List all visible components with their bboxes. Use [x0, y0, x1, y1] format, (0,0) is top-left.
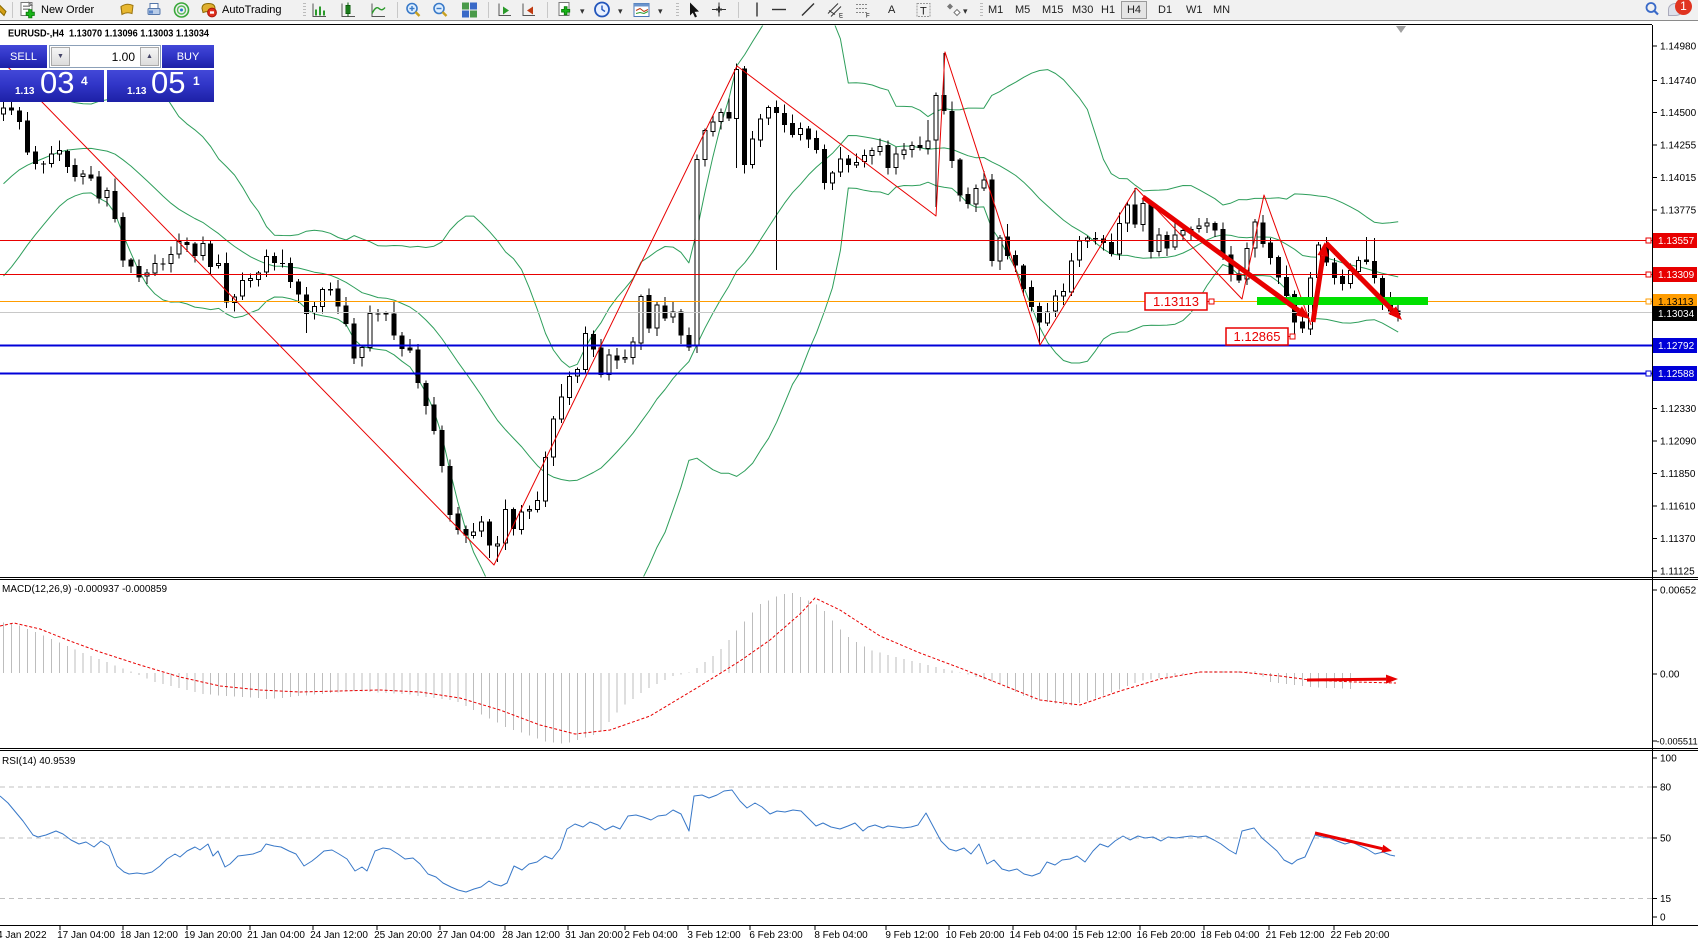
svg-text:1.13034: 1.13034	[1658, 309, 1695, 320]
svg-text:1.14500: 1.14500	[1660, 108, 1697, 119]
svg-text:1.12588: 1.12588	[1658, 369, 1695, 380]
svg-text:17 Jan 04:00: 17 Jan 04:00	[57, 930, 115, 941]
svg-text:1.14740: 1.14740	[1660, 76, 1697, 87]
svg-text:2 Feb 04:00: 2 Feb 04:00	[624, 930, 678, 941]
svg-text:1.12865: 1.12865	[1234, 329, 1281, 344]
svg-text:25 Jan 20:00: 25 Jan 20:00	[374, 930, 432, 941]
svg-text:31 Jan 20:00: 31 Jan 20:00	[565, 930, 623, 941]
svg-text:50: 50	[1660, 834, 1672, 845]
svg-text:1.14015: 1.14015	[1660, 173, 1697, 184]
svg-text:27 Jan 04:00: 27 Jan 04:00	[437, 930, 495, 941]
svg-text:15 Feb 12:00: 15 Feb 12:00	[1073, 930, 1132, 941]
svg-text:14 Feb 04:00: 14 Feb 04:00	[1010, 930, 1069, 941]
svg-text:0: 0	[1660, 913, 1666, 924]
svg-text:0.00: 0.00	[1660, 670, 1680, 681]
svg-text:RSI(14) 40.9539: RSI(14) 40.9539	[2, 756, 76, 767]
svg-text:1.11850: 1.11850	[1660, 469, 1696, 480]
svg-text:F: F	[866, 14, 870, 20]
svg-text:1.13557: 1.13557	[1658, 236, 1695, 247]
svg-text:10 Feb 20:00: 10 Feb 20:00	[946, 930, 1005, 941]
svg-text:1.12330: 1.12330	[1660, 404, 1697, 415]
svg-text:1.13309: 1.13309	[1658, 270, 1695, 281]
svg-text:18 Feb 04:00: 18 Feb 04:00	[1201, 930, 1260, 941]
svg-text:1.13775: 1.13775	[1660, 206, 1697, 217]
svg-text:15: 15	[1660, 894, 1672, 905]
svg-text:3 Feb 12:00: 3 Feb 12:00	[687, 930, 741, 941]
svg-text:E: E	[839, 14, 843, 20]
svg-text:21 Jan 04:00: 21 Jan 04:00	[247, 930, 305, 941]
svg-text:22 Feb 20:00: 22 Feb 20:00	[1331, 930, 1390, 941]
svg-text:EURUSD-,H4 1.13070 1.13096 1.: EURUSD-,H4 1.13070 1.13096 1.13003 1.130…	[8, 28, 210, 39]
svg-text:100: 100	[1660, 754, 1677, 765]
svg-text:6 Feb 23:00: 6 Feb 23:00	[749, 930, 803, 941]
svg-text:-0.005511: -0.005511	[1657, 737, 1698, 747]
svg-text:1.11125: 1.11125	[1660, 567, 1695, 578]
svg-text:1.12792: 1.12792	[1658, 341, 1695, 352]
svg-text:16 Feb 20:00: 16 Feb 20:00	[1137, 930, 1196, 941]
svg-text:1.14980: 1.14980	[1660, 42, 1697, 53]
svg-text:9 Feb 12:00: 9 Feb 12:00	[885, 930, 939, 941]
svg-text:21 Feb 12:00: 21 Feb 12:00	[1266, 930, 1325, 941]
svg-text:1.14255: 1.14255	[1660, 141, 1697, 152]
svg-text:1.11370: 1.11370	[1660, 534, 1696, 545]
svg-text:8 Feb 04:00: 8 Feb 04:00	[814, 930, 868, 941]
svg-text:1.11610: 1.11610	[1660, 502, 1696, 513]
svg-text:0.00652: 0.00652	[1660, 586, 1697, 597]
svg-text:18 Jan 12:00: 18 Jan 12:00	[120, 930, 178, 941]
svg-text:MACD(12,26,9) -0.000937 -0.000: MACD(12,26,9) -0.000937 -0.000859	[2, 584, 168, 595]
svg-text:14 Jan 2022: 14 Jan 2022	[0, 930, 47, 941]
svg-text:28 Jan 12:00: 28 Jan 12:00	[502, 930, 560, 941]
svg-text:80: 80	[1660, 783, 1672, 794]
svg-text:1.12090: 1.12090	[1660, 437, 1697, 448]
svg-text:19 Jan 20:00: 19 Jan 20:00	[184, 930, 242, 941]
svg-text:24 Jan 12:00: 24 Jan 12:00	[310, 930, 368, 941]
svg-text:1.13113: 1.13113	[1153, 294, 1199, 309]
svg-text:1.13113: 1.13113	[1658, 297, 1694, 308]
svg-text:T: T	[920, 6, 927, 18]
